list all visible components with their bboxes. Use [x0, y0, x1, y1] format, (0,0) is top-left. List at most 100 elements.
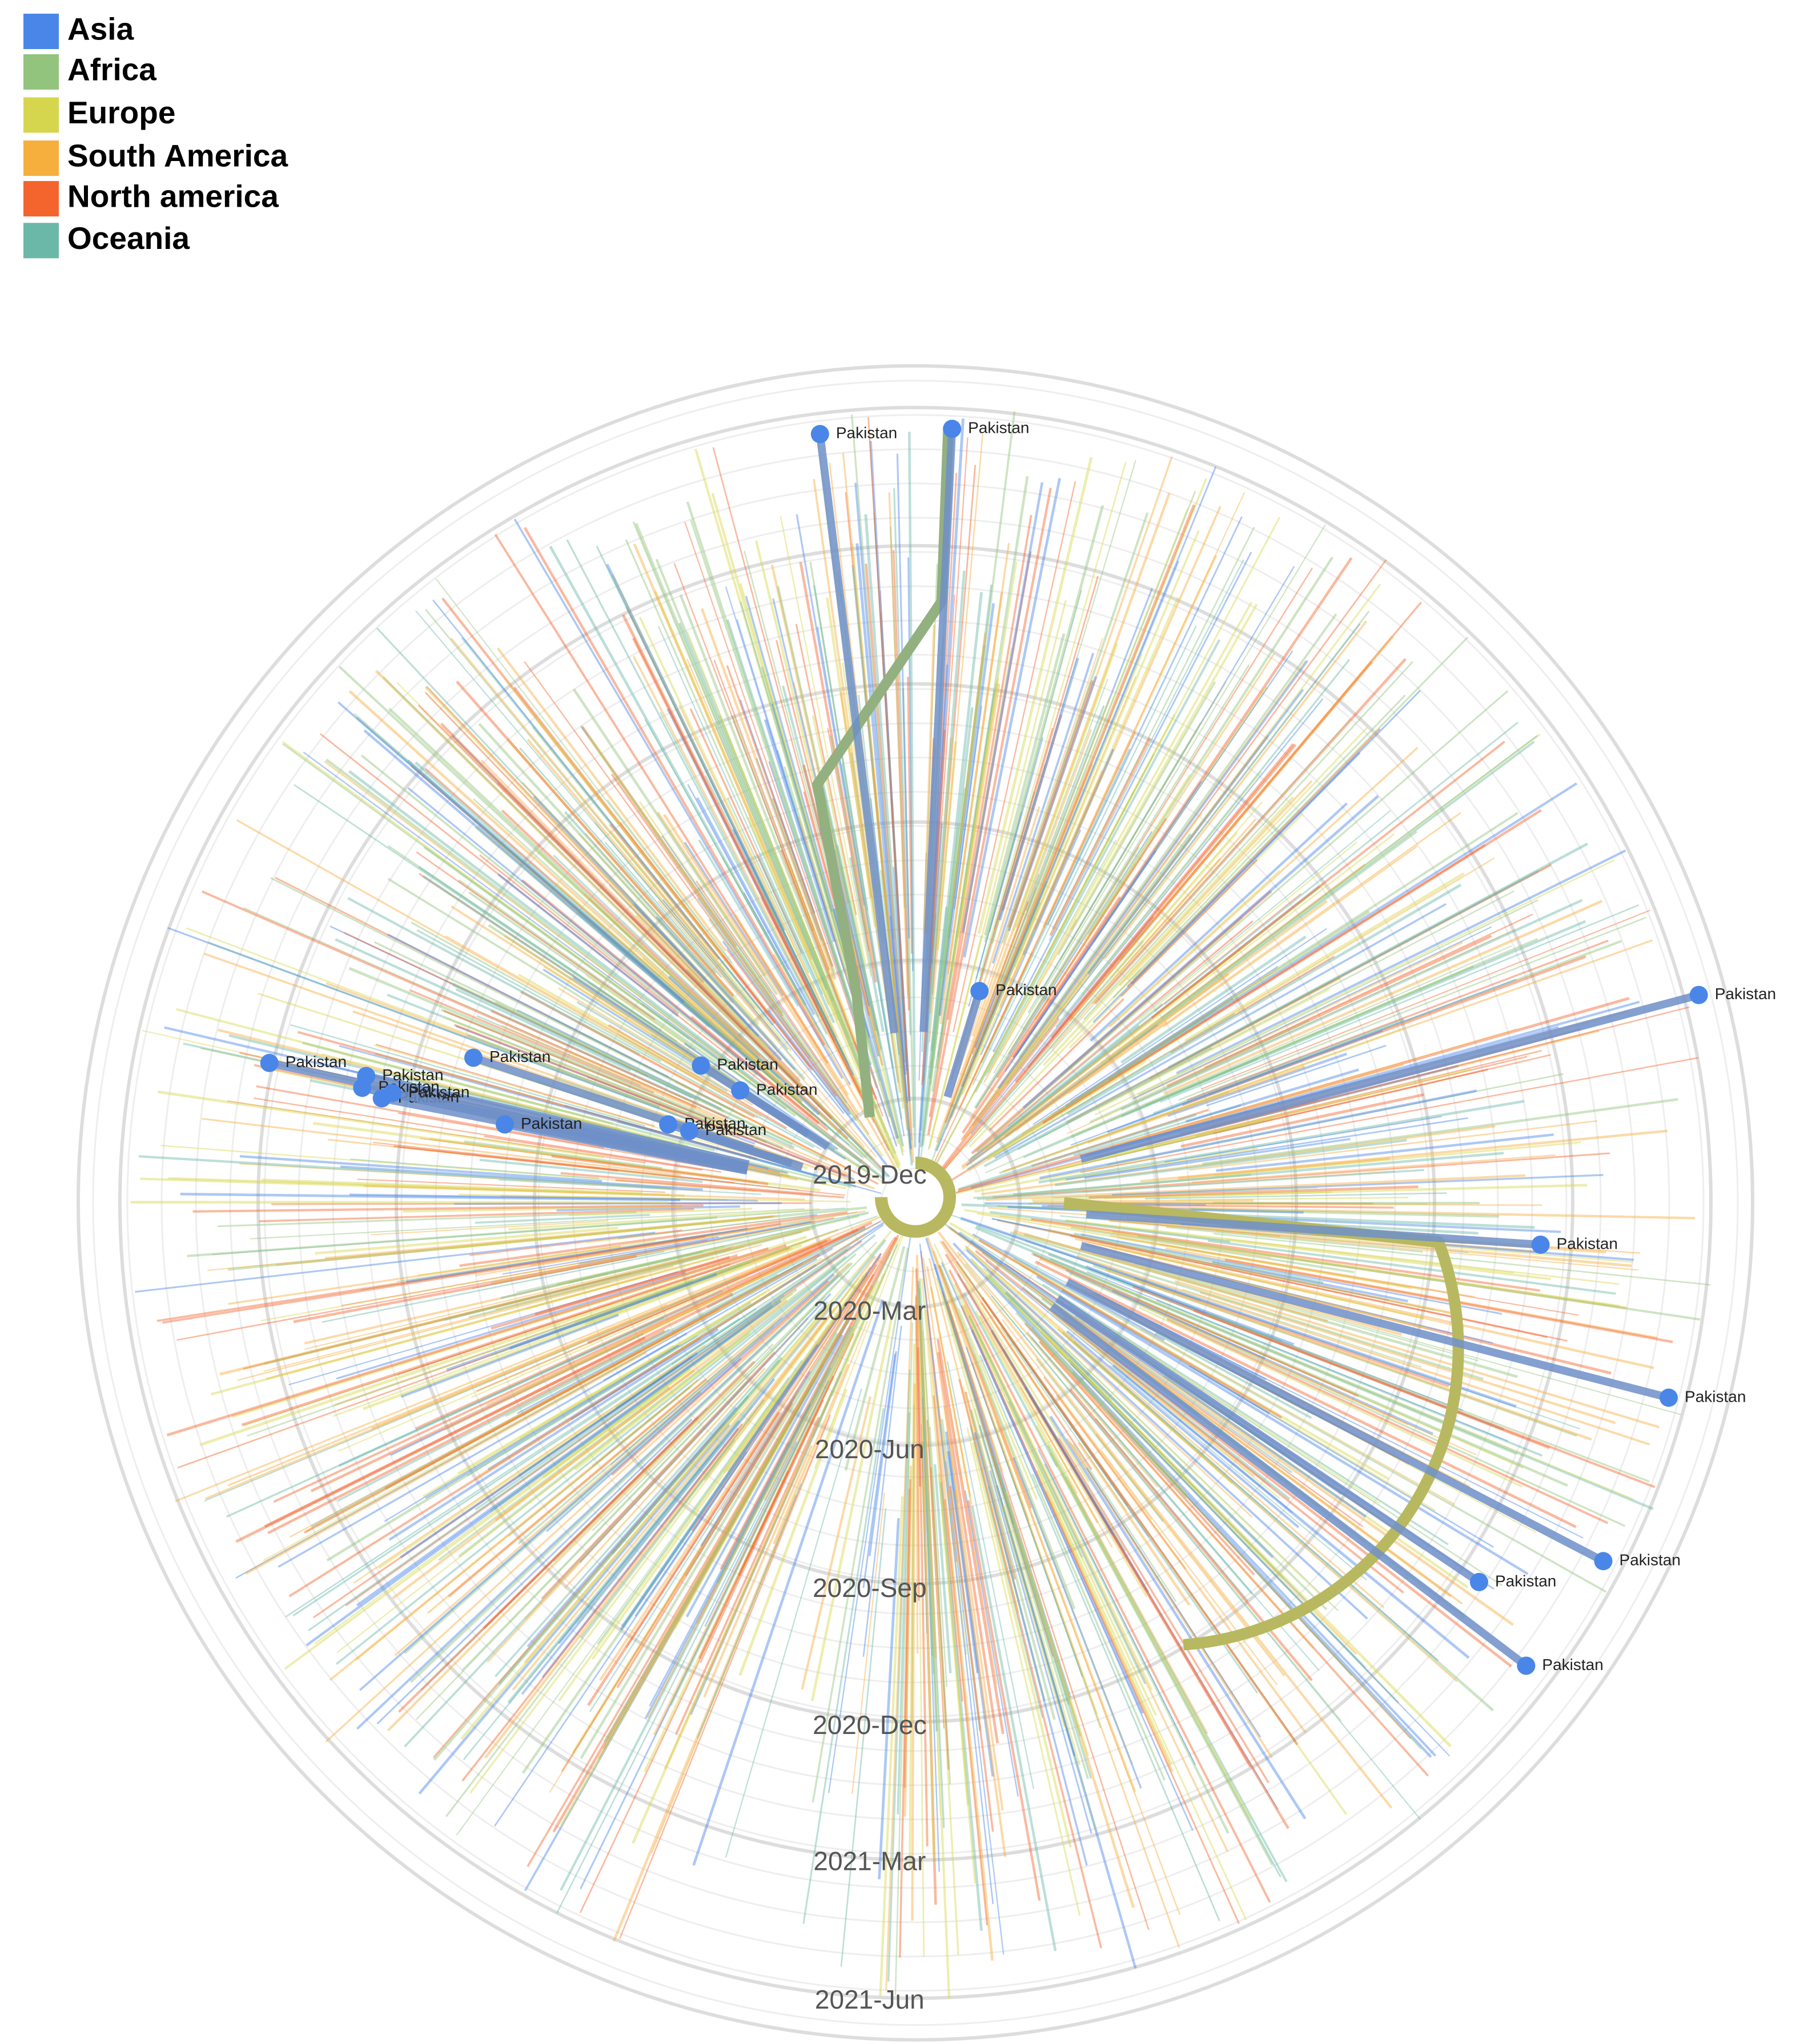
branch [1140, 1328, 1456, 1506]
branch [472, 1250, 665, 1289]
branch [524, 661, 850, 1112]
branch [438, 1386, 670, 1561]
branch [1039, 1336, 1188, 1495]
branch [908, 432, 917, 1148]
branch [1080, 1233, 1502, 1315]
branch [739, 583, 854, 983]
branch [941, 1262, 1194, 1831]
branch [384, 1253, 821, 1490]
branch [869, 1351, 898, 1556]
branch [527, 738, 781, 1042]
tip-node [1531, 1236, 1550, 1254]
branch [1195, 1056, 1528, 1137]
branch [1038, 1100, 1525, 1184]
branch [921, 1278, 976, 1884]
branch [767, 1009, 888, 1166]
branch [409, 1262, 853, 1683]
branch [893, 867, 908, 1072]
branch [275, 876, 879, 1185]
branch [443, 1251, 813, 1431]
branch [943, 1406, 1004, 1811]
branch [243, 1272, 631, 1370]
branch [378, 1363, 678, 1570]
branch [618, 1034, 822, 1150]
branch [999, 1215, 1271, 1258]
branch [678, 622, 835, 1001]
branch [420, 1137, 626, 1166]
branch [1189, 1120, 1597, 1171]
branch [1034, 506, 1222, 930]
branch [356, 1305, 773, 1607]
branch [679, 594, 875, 1096]
branch [649, 1441, 790, 1707]
branch [1112, 694, 1406, 999]
branch [418, 1423, 730, 1795]
branch [915, 1255, 927, 1531]
branch [1085, 1265, 1295, 1346]
branch [476, 1238, 831, 1392]
branch [621, 1357, 809, 1628]
branch [1056, 1394, 1307, 1733]
branch [1174, 1280, 1660, 1429]
branch [1066, 864, 1552, 1124]
branch [1214, 1141, 1581, 1177]
branch [392, 1369, 696, 1600]
branch [1021, 968, 1278, 1135]
branch [1110, 831, 1238, 979]
branch [423, 846, 796, 1117]
branch [887, 1369, 911, 1982]
branch [780, 516, 872, 977]
branch [576, 1001, 728, 1092]
branch [698, 1470, 790, 1659]
tip-node [810, 425, 829, 444]
branch [980, 1302, 1092, 1470]
branch [1208, 940, 1622, 1096]
branch [495, 1001, 725, 1113]
branch [674, 1080, 849, 1170]
branch [1069, 1388, 1313, 1681]
branch [1070, 1226, 1355, 1274]
branch [983, 633, 1066, 936]
branch [1120, 859, 1258, 997]
branch [404, 1380, 749, 1748]
branch [236, 819, 762, 1117]
branch [355, 1385, 692, 1661]
branch [568, 1214, 859, 1284]
branch [705, 775, 827, 1023]
branch [951, 729, 1092, 1104]
branch [1131, 751, 1361, 985]
branch [817, 1005, 899, 1168]
branch [915, 1268, 921, 1487]
branch [1015, 1021, 1167, 1132]
branch [570, 1222, 885, 1421]
branch [964, 1490, 1019, 1797]
branch [1107, 1410, 1412, 1740]
branch [1108, 831, 1418, 1061]
branch [1024, 1290, 1271, 1487]
branch [1180, 1093, 1424, 1148]
branch [433, 1422, 725, 1759]
branch [961, 597, 1179, 1095]
branch [491, 1221, 814, 1285]
branch [819, 774, 905, 1147]
branch [467, 1034, 660, 1109]
branch [376, 1418, 693, 1725]
branch [1086, 1273, 1634, 1500]
branch [684, 1043, 838, 1150]
branch [970, 1258, 1285, 1580]
minor-ring [537, 825, 1293, 1581]
branch [813, 585, 903, 1120]
branch [689, 708, 803, 954]
branch [706, 1226, 866, 1309]
tip-node [383, 1084, 401, 1103]
branch [1039, 1258, 1409, 1426]
branch [985, 1275, 1399, 1704]
branch [862, 1354, 896, 1588]
branch [919, 926, 950, 1160]
branch [293, 1255, 637, 1323]
branch [357, 1178, 665, 1193]
branch [632, 655, 875, 1123]
branch [977, 457, 1093, 935]
branch [958, 1232, 1367, 1518]
branch [691, 1253, 882, 1532]
